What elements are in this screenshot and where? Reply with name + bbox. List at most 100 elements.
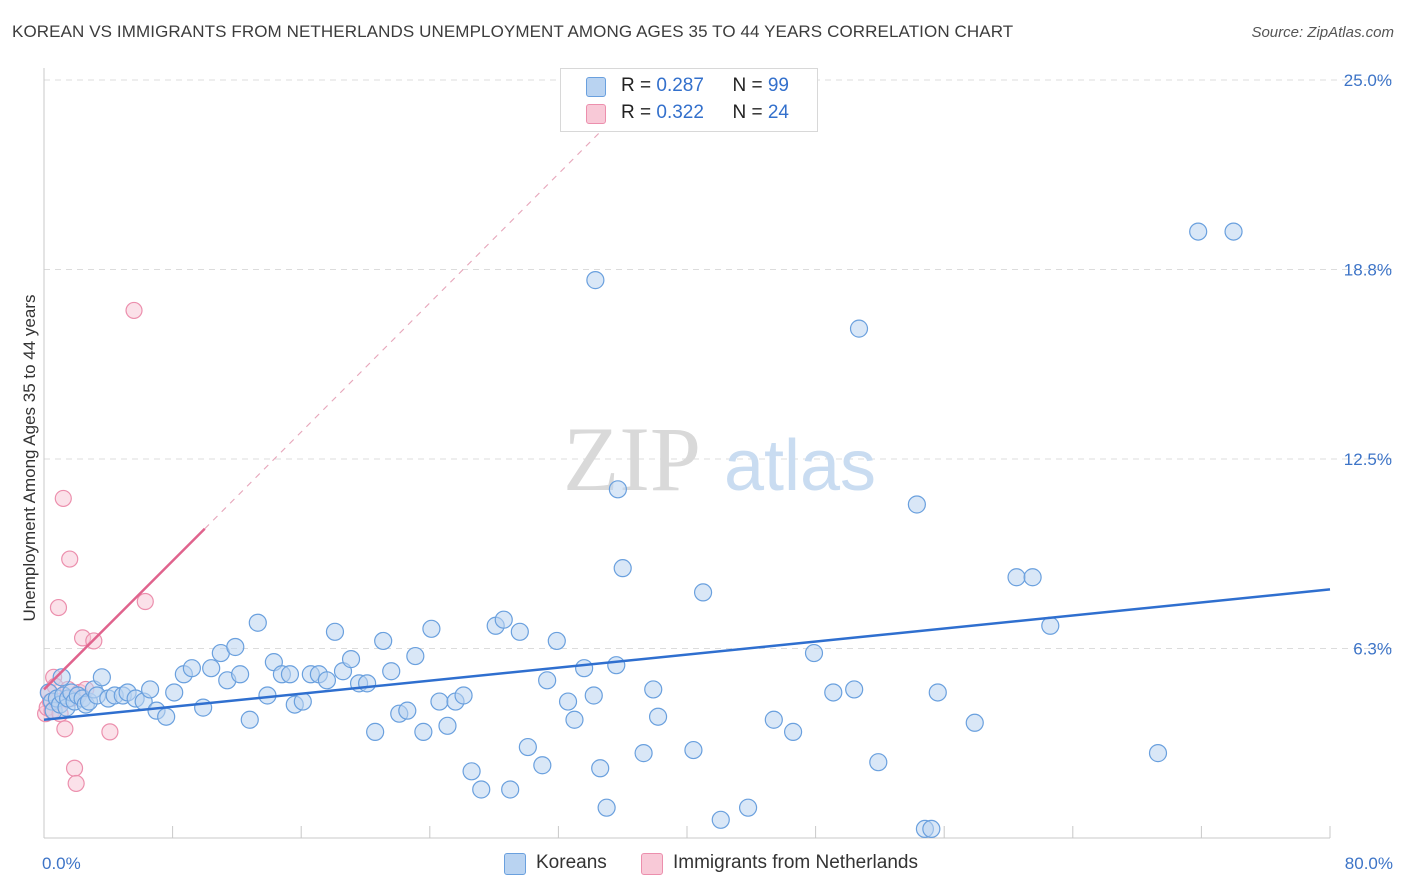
korean-point bbox=[358, 674, 377, 693]
korean-point bbox=[52, 668, 71, 687]
korean-point bbox=[240, 710, 259, 729]
korean-point bbox=[366, 722, 385, 741]
grid-lines bbox=[44, 79, 1392, 649]
korean-point bbox=[586, 271, 605, 290]
netherlands-point bbox=[56, 720, 74, 738]
netherlands-trend-extension bbox=[204, 125, 608, 530]
chart-title: KOREAN VS IMMIGRANTS FROM NETHERLANDS UN… bbox=[12, 22, 1014, 41]
korean-point bbox=[575, 659, 594, 678]
legend-swatch-netherlands bbox=[586, 104, 606, 124]
korean-point bbox=[591, 759, 610, 778]
korean-point bbox=[494, 610, 513, 629]
korean-trend-line bbox=[43, 588, 1331, 721]
tick-labels: 6.3% 12.5% 18.8% 25.0% 0.0% 80.0% bbox=[42, 71, 1393, 873]
korean-point bbox=[613, 559, 632, 578]
korean-point bbox=[430, 692, 449, 711]
korean-point bbox=[510, 622, 529, 641]
korean-point bbox=[648, 707, 668, 726]
korean-point bbox=[1224, 222, 1243, 241]
korean-point bbox=[1148, 744, 1168, 763]
korean-point bbox=[538, 671, 557, 690]
korean-point bbox=[92, 668, 111, 687]
korean-point bbox=[845, 680, 864, 699]
legend-n-label: N = bbox=[732, 75, 768, 96]
netherlands-point bbox=[125, 301, 143, 320]
korean-point bbox=[644, 680, 663, 699]
legend-n-label: N = bbox=[732, 102, 768, 123]
korean-point bbox=[382, 662, 401, 681]
watermark: ZIP atlas bbox=[563, 408, 876, 510]
legend-r-label: R = bbox=[621, 75, 657, 96]
korean-point bbox=[157, 707, 176, 726]
watermark-zip: ZIP bbox=[563, 408, 701, 510]
korean-point bbox=[597, 798, 616, 817]
netherlands-point bbox=[54, 489, 72, 508]
netherlands-trend-line bbox=[43, 527, 206, 691]
korean-point bbox=[824, 683, 843, 702]
korean-point bbox=[547, 631, 566, 651]
y-tick-label: 6.3% bbox=[1353, 640, 1392, 659]
korean-point bbox=[928, 683, 947, 702]
korean-point bbox=[398, 701, 417, 720]
korean-point bbox=[472, 780, 491, 799]
korean-point bbox=[202, 659, 221, 678]
korean-point bbox=[849, 319, 869, 338]
korean-point bbox=[406, 646, 425, 666]
korean-point bbox=[804, 643, 824, 663]
korean-point bbox=[738, 798, 758, 817]
bottom-legend-swatch-koreans bbox=[504, 853, 526, 875]
korean-point bbox=[607, 656, 626, 675]
korean-point bbox=[325, 622, 345, 641]
netherlands-point bbox=[61, 550, 79, 568]
korean-point bbox=[558, 692, 578, 711]
korean-points bbox=[39, 222, 1243, 839]
netherlands-point bbox=[67, 774, 85, 793]
korean-point bbox=[165, 683, 184, 702]
korean-point bbox=[341, 650, 361, 669]
netherlands-point bbox=[49, 598, 68, 617]
korean-point bbox=[374, 631, 393, 651]
korean-point bbox=[907, 495, 926, 514]
bottom-legend-label-koreans: Koreans bbox=[536, 852, 607, 873]
korean-point bbox=[965, 713, 984, 732]
watermark-atlas: atlas bbox=[724, 426, 876, 506]
korean-point bbox=[140, 680, 160, 699]
korean-point bbox=[1189, 222, 1208, 241]
bottom-legend-label-netherlands: Immigrants from Netherlands bbox=[673, 852, 918, 873]
legend-swatch-koreans bbox=[586, 77, 606, 97]
korean-point bbox=[462, 762, 481, 781]
x-tick-label-min: 0.0% bbox=[42, 854, 81, 873]
korean-point bbox=[248, 613, 267, 632]
korean-point bbox=[518, 737, 537, 757]
korean-point bbox=[501, 780, 520, 799]
korean-point bbox=[684, 740, 703, 760]
korean-point bbox=[869, 753, 888, 772]
legend-r-value-netherlands: 0.322 bbox=[656, 102, 704, 123]
korean-point bbox=[565, 710, 584, 729]
korean-point bbox=[182, 659, 201, 678]
legend-r-label: R = bbox=[621, 102, 657, 123]
correlation-legend: R = 0.287 N = 99 R = 0.322 N = 24 bbox=[560, 68, 818, 132]
y-tick-label: 25.0% bbox=[1344, 71, 1392, 90]
korean-point bbox=[317, 671, 337, 690]
trend-lines bbox=[43, 125, 1331, 721]
netherlands-point bbox=[136, 592, 154, 611]
korean-point bbox=[608, 480, 627, 499]
korean-point bbox=[422, 619, 441, 638]
korean-point bbox=[584, 686, 603, 705]
korean-point bbox=[634, 744, 653, 763]
y-tick-label: 18.8% bbox=[1344, 261, 1392, 280]
korean-point bbox=[922, 819, 941, 839]
korean-point bbox=[231, 665, 250, 684]
korean-point bbox=[293, 692, 312, 711]
korean-point bbox=[1041, 616, 1060, 635]
korean-point bbox=[783, 722, 803, 741]
x-tick-label-max: 80.0% bbox=[1345, 854, 1393, 873]
korean-point bbox=[414, 722, 433, 741]
korean-point bbox=[711, 810, 730, 829]
korean-point bbox=[1007, 568, 1026, 587]
legend-n-value-netherlands: 24 bbox=[767, 102, 789, 123]
korean-point bbox=[438, 716, 457, 735]
korean-point bbox=[226, 637, 245, 657]
